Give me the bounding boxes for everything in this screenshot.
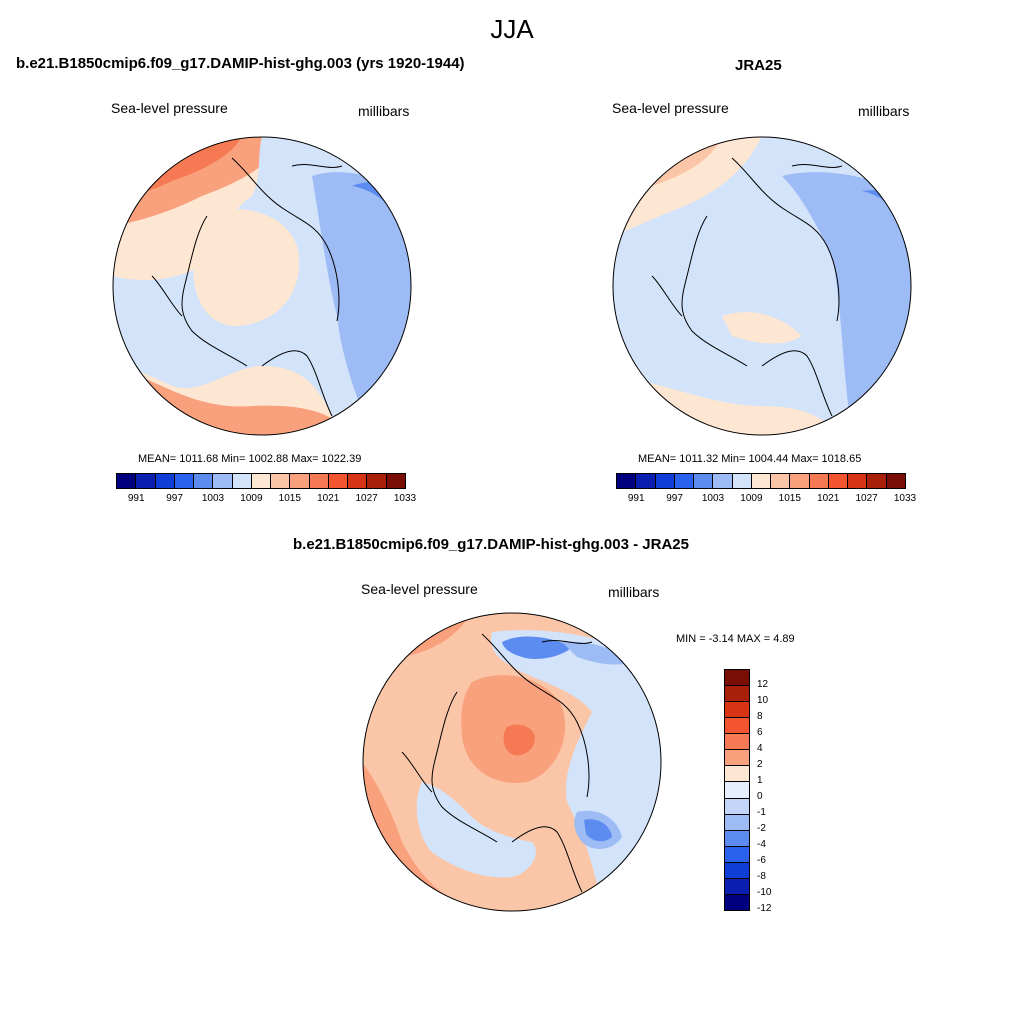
colorbar-swatch [174, 474, 195, 488]
colorbar-swatch [725, 766, 749, 783]
colorbar-swatch [725, 686, 749, 703]
colorbar-tick-label: 1021 [317, 493, 340, 504]
colorbar-swatch [725, 670, 749, 687]
colorbar-tick-label: 991 [627, 493, 645, 504]
colorbar-tick-label: 1 [757, 775, 763, 786]
colorbar-swatch [328, 474, 349, 488]
map-model [112, 136, 412, 436]
colorbar-swatch [867, 474, 887, 488]
colorbar-tick-label: -4 [757, 839, 766, 850]
colorbar-swatch [694, 474, 714, 488]
colorbar-tick-label: 6 [757, 727, 763, 738]
colorbar-swatch [725, 814, 749, 831]
colorbar-model-ticks: 991 997 1003 1009 1015 1021 1027 1033 [116, 493, 416, 507]
colorbar-tick-label: -6 [757, 855, 766, 866]
map-diff [362, 612, 662, 912]
colorbar-tick-label: 1027 [355, 493, 378, 504]
colorbar-tick-label: 991 [127, 493, 145, 504]
colorbar-swatch [674, 474, 695, 488]
colorbar-tick-label: 1033 [893, 493, 917, 504]
colorbar-model [116, 473, 406, 489]
colorbar-swatch [751, 474, 772, 488]
colorbar-swatch [725, 894, 749, 910]
colorbar-swatch [771, 474, 791, 488]
colorbar-tick-label: 997 [666, 493, 683, 504]
colorbar-swatch [725, 782, 749, 799]
colorbar-swatch [309, 474, 329, 488]
colorbar-swatch [386, 474, 405, 488]
colorbar-swatch [636, 474, 656, 488]
colorbar-diff-ticks: 12 10 8 6 4 2 1 0 -1 -2 -4 -6 -8 -10 -12 [757, 669, 797, 914]
panel-model-variable: Sea-level pressure [111, 100, 228, 116]
map-obs [612, 136, 912, 436]
panel-model-units: millibars [358, 103, 410, 119]
colorbar-swatch [725, 798, 749, 815]
colorbar-swatch [848, 474, 868, 488]
colorbar-tick-label: 1009 [240, 493, 263, 504]
colorbar-swatch [617, 474, 637, 488]
colorbar-swatch [232, 474, 252, 488]
colorbar-tick-label: 10 [757, 695, 769, 706]
colorbar-swatch [367, 474, 387, 488]
colorbar-swatch [886, 474, 905, 488]
colorbar-swatch [655, 474, 675, 488]
colorbar-tick-label: -8 [757, 871, 766, 882]
colorbar-swatch [155, 474, 175, 488]
panel-obs-variable: Sea-level pressure [612, 100, 729, 116]
panel-diff-units: millibars [608, 584, 660, 600]
colorbar-swatch [725, 718, 749, 735]
figure-title: JJA [490, 14, 534, 44]
colorbar-swatch [271, 474, 291, 488]
colorbar-swatch [117, 474, 137, 488]
colorbar-swatch [725, 878, 749, 895]
colorbar-tick-label: 1003 [201, 493, 225, 504]
colorbar-swatch [732, 474, 752, 488]
colorbar-swatch [725, 750, 749, 767]
colorbar-tick-label: -2 [757, 823, 766, 834]
colorbar-tick-label: 997 [166, 493, 183, 504]
panel-obs-stats: MEAN= 1011.32 Min= 1004.44 Max= 1018.65 [638, 453, 862, 465]
colorbar-swatch [725, 830, 749, 847]
colorbar-swatch [136, 474, 156, 488]
colorbar-tick-label: -10 [757, 887, 772, 898]
colorbar-swatch [725, 862, 749, 879]
colorbar-swatch [828, 474, 849, 488]
colorbar-tick-label: 1003 [701, 493, 725, 504]
colorbar-tick-label: 1027 [855, 493, 878, 504]
colorbar-obs-ticks: 991 997 1003 1009 1015 1021 1027 1033 [616, 493, 916, 507]
colorbar-tick-label: 1015 [278, 493, 301, 504]
colorbar-swatch [348, 474, 368, 488]
panel-model-stats: MEAN= 1011.68 Min= 1002.88 Max= 1022.39 [138, 453, 362, 465]
colorbar-swatch [251, 474, 272, 488]
colorbar-swatch [725, 702, 749, 719]
panel-diff-title: b.e21.B1850cmip6.f09_g17.DAMIP-hist-ghg.… [293, 536, 689, 553]
colorbar-tick-label: 1015 [778, 493, 801, 504]
colorbar-tick-label: 8 [757, 711, 763, 722]
colorbar-swatch [713, 474, 733, 488]
colorbar-swatch [725, 734, 749, 751]
colorbar-tick-label: -12 [757, 903, 772, 914]
colorbar-tick-label: 12 [757, 679, 769, 690]
panel-model-title: b.e21.B1850cmip6.f09_g17.DAMIP-hist-ghg.… [16, 55, 465, 72]
colorbar-diff [724, 669, 750, 911]
panel-obs-units: millibars [858, 103, 910, 119]
colorbar-swatch [213, 474, 233, 488]
colorbar-obs [616, 473, 906, 489]
panel-diff-stats: MIN = -3.14 MAX = 4.89 [676, 633, 795, 645]
panel-obs-title: JRA25 [735, 57, 782, 74]
colorbar-swatch [790, 474, 810, 488]
colorbar-tick-label: 2 [757, 759, 763, 770]
colorbar-tick-label: 0 [757, 791, 763, 802]
colorbar-swatch [809, 474, 829, 488]
colorbar-tick-label: 1021 [817, 493, 840, 504]
colorbar-tick-label: -1 [757, 807, 766, 818]
panel-diff-variable: Sea-level pressure [361, 581, 478, 597]
colorbar-tick-label: 1033 [393, 493, 417, 504]
colorbar-tick-label: 1009 [740, 493, 763, 504]
colorbar-swatch [290, 474, 310, 488]
colorbar-swatch [725, 846, 749, 863]
colorbar-swatch [194, 474, 214, 488]
colorbar-tick-label: 4 [757, 743, 763, 754]
